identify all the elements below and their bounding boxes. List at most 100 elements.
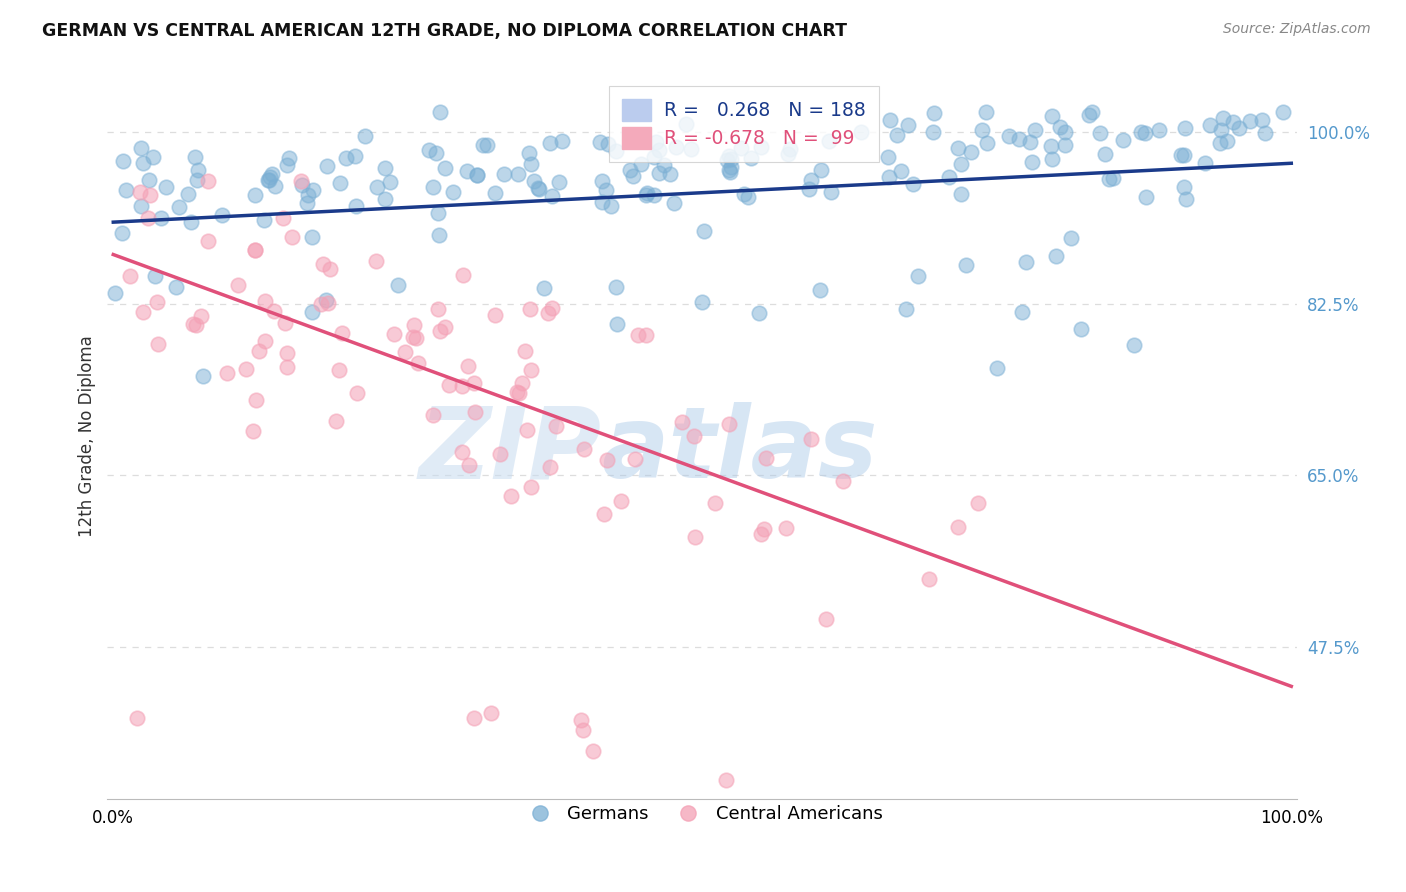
- Point: [662, 195, 685, 210]
- Point: [186, 173, 208, 187]
- Point: [253, 212, 276, 227]
- Point: [591, 174, 613, 188]
- Point: [520, 480, 543, 494]
- Point: [191, 369, 214, 384]
- Point: [652, 158, 675, 172]
- Point: [146, 294, 169, 309]
- Point: [492, 167, 515, 181]
- Point: [831, 474, 853, 488]
- Point: [714, 772, 737, 787]
- Point: [645, 135, 668, 149]
- Point: [405, 331, 427, 345]
- Point: [125, 710, 148, 724]
- Point: [1094, 146, 1116, 161]
- Y-axis label: 12th Grade, No Diploma: 12th Grade, No Diploma: [79, 335, 96, 537]
- Point: [374, 161, 396, 175]
- Point: [346, 386, 368, 401]
- Text: atlas: atlas: [602, 402, 877, 500]
- Point: [733, 186, 755, 201]
- Point: [749, 140, 772, 154]
- Point: [986, 361, 1008, 376]
- Point: [437, 377, 460, 392]
- Point: [599, 199, 621, 213]
- Point: [596, 453, 619, 467]
- Point: [422, 408, 444, 422]
- Point: [955, 258, 977, 272]
- Point: [538, 136, 561, 150]
- Point: [1090, 126, 1112, 140]
- Point: [595, 183, 617, 197]
- Point: [146, 337, 169, 351]
- Point: [464, 405, 486, 419]
- Point: [451, 445, 474, 459]
- Point: [946, 520, 969, 534]
- Point: [1133, 126, 1156, 140]
- Point: [506, 384, 529, 399]
- Point: [1147, 122, 1170, 136]
- Point: [886, 128, 908, 142]
- Point: [1060, 231, 1083, 245]
- Point: [903, 177, 925, 191]
- Point: [1251, 113, 1274, 128]
- Point: [484, 186, 506, 200]
- Point: [111, 226, 134, 240]
- Point: [643, 188, 665, 202]
- Point: [776, 146, 799, 161]
- Point: [118, 268, 141, 283]
- Point: [165, 280, 187, 294]
- Point: [907, 268, 929, 283]
- Point: [180, 214, 202, 228]
- Point: [592, 507, 614, 521]
- Point: [675, 117, 697, 131]
- Point: [800, 432, 823, 446]
- Point: [427, 228, 450, 243]
- Point: [730, 141, 752, 155]
- Point: [606, 317, 628, 331]
- Point: [297, 187, 319, 202]
- Point: [1254, 126, 1277, 140]
- Point: [1070, 322, 1092, 336]
- Text: ZIP: ZIP: [418, 402, 602, 500]
- Point: [1199, 119, 1222, 133]
- Point: [1040, 152, 1063, 166]
- Point: [1024, 123, 1046, 137]
- Legend: Germans, Central Americans: Germans, Central Americans: [515, 797, 890, 830]
- Point: [197, 234, 219, 248]
- Point: [1040, 139, 1063, 153]
- Point: [301, 305, 323, 319]
- Point: [245, 188, 267, 202]
- Point: [319, 262, 342, 277]
- Point: [1081, 105, 1104, 120]
- Point: [441, 186, 464, 200]
- Point: [402, 318, 425, 332]
- Point: [544, 419, 567, 434]
- Point: [190, 309, 212, 323]
- Point: [589, 135, 612, 149]
- Point: [527, 181, 550, 195]
- Point: [463, 376, 485, 390]
- Point: [318, 296, 340, 310]
- Point: [718, 417, 741, 431]
- Point: [139, 187, 162, 202]
- Point: [382, 326, 405, 341]
- Point: [1227, 120, 1250, 135]
- Point: [245, 393, 267, 408]
- Point: [1112, 133, 1135, 147]
- Point: [211, 208, 233, 222]
- Point: [463, 711, 485, 725]
- Point: [643, 150, 665, 164]
- Point: [574, 442, 596, 456]
- Text: GERMAN VS CENTRAL AMERICAN 12TH GRADE, NO DIPLOMA CORRELATION CHART: GERMAN VS CENTRAL AMERICAN 12TH GRADE, N…: [42, 22, 848, 40]
- Point: [665, 140, 688, 154]
- Point: [1049, 120, 1071, 134]
- Point: [876, 150, 898, 164]
- Point: [253, 334, 276, 348]
- Point: [681, 142, 703, 156]
- Point: [877, 169, 900, 184]
- Point: [422, 179, 444, 194]
- Point: [402, 330, 425, 344]
- Point: [429, 105, 451, 120]
- Point: [755, 451, 778, 466]
- Point: [582, 744, 605, 758]
- Point: [472, 137, 495, 152]
